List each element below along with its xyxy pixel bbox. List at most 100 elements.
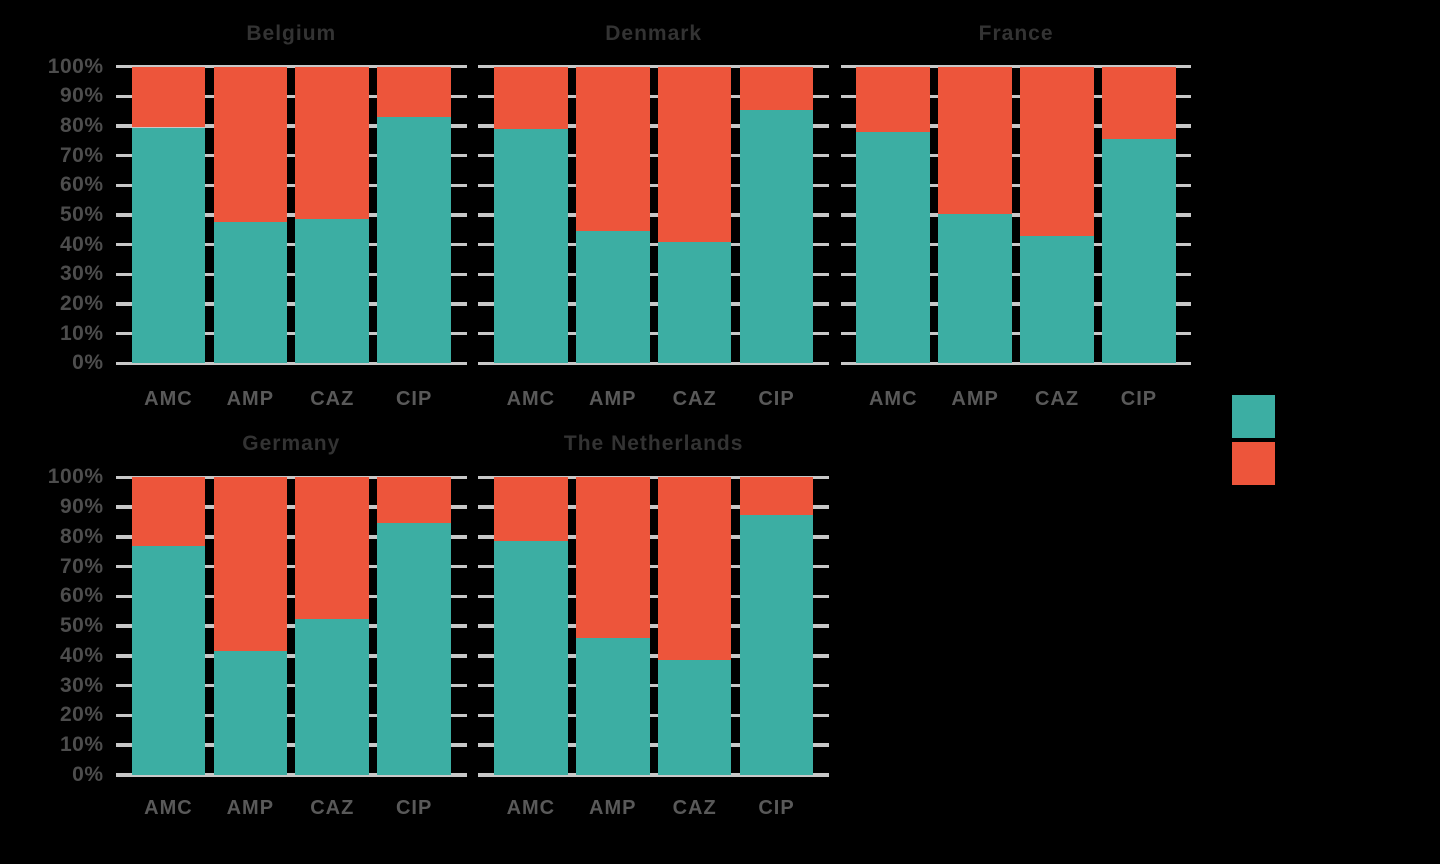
x-axis-tick-label-amp: AMP xyxy=(951,387,999,410)
bar-segment-bottom xyxy=(938,213,1012,364)
bar-segment-bottom xyxy=(657,241,732,364)
gridline-20pct xyxy=(116,302,467,306)
bar-segment-bottom xyxy=(856,131,931,364)
y-axis-tick-label: 40% xyxy=(59,232,104,256)
bar-segment-top xyxy=(295,477,370,619)
facet-panel-the-netherlands: The Netherlands AMC AMP CAZ CIP xyxy=(478,432,829,819)
gridline-40pct xyxy=(478,242,829,247)
y-axis-tick-label: 20% xyxy=(59,291,104,315)
gridline-100pct xyxy=(116,475,467,480)
gridline-90pct xyxy=(116,94,467,99)
gridline-70pct xyxy=(478,564,829,569)
bar-segment-bottom xyxy=(739,514,814,775)
stacked-bar-amp xyxy=(213,477,288,775)
x-axis-tick-label-caz: CAZ xyxy=(672,387,717,410)
y-axis-tick-label: 10% xyxy=(59,321,104,345)
y-axis-tick-label: 0% xyxy=(72,762,104,786)
bar-segment-top xyxy=(295,66,370,220)
bar-segment-bottom xyxy=(213,651,288,775)
y-axis-tick-label: 30% xyxy=(59,673,104,697)
stacked-bar-caz xyxy=(295,66,370,364)
x-axis-tick-label-amc: AMC xyxy=(144,797,193,820)
y-axis-tick-label: 70% xyxy=(59,554,104,578)
x-axis-tick-label-amc: AMC xyxy=(506,387,556,410)
y-axis-tick-label: 0% xyxy=(72,351,104,375)
gridline-50pct xyxy=(116,213,467,217)
y-axis-tick-label: 90% xyxy=(59,495,104,519)
y-axis-tick-label: 100% xyxy=(47,54,104,78)
gridline-80pct xyxy=(116,535,467,539)
panel-title: Germany xyxy=(242,432,341,456)
stacked-bar-caz xyxy=(657,477,732,775)
x-axis-tick-label-cip: CIP xyxy=(395,797,433,820)
bar-segment-top xyxy=(213,477,288,652)
gridline-30pct xyxy=(116,683,467,688)
stacked-bar-amp xyxy=(213,66,288,364)
gridline-70pct xyxy=(116,564,467,569)
x-axis-tick-label-caz: CAZ xyxy=(310,387,355,410)
bar-segment-bottom xyxy=(295,219,370,364)
gridline-80pct xyxy=(478,535,829,539)
gridline-80pct xyxy=(116,124,467,128)
stacked-bar-cip xyxy=(1102,66,1176,364)
panel-title: The Netherlands xyxy=(563,432,744,456)
legend xyxy=(1232,395,1275,489)
gridline-40pct xyxy=(478,654,829,658)
y-axis-tick-label: 80% xyxy=(59,524,104,548)
bar-segment-top xyxy=(1020,66,1094,236)
bar-segment-bottom xyxy=(493,128,568,364)
x-axis-tick-label-caz: CAZ xyxy=(1034,387,1080,410)
stacked-bar-cip xyxy=(739,66,814,364)
gridline-100pct xyxy=(478,64,829,69)
bar-segment-bottom xyxy=(739,109,814,364)
bar-segment-top xyxy=(493,66,568,129)
gridline-70pct xyxy=(478,153,829,158)
panel-title: France xyxy=(978,21,1054,45)
gridline-70pct xyxy=(840,153,1192,158)
stacked-bar-caz xyxy=(657,66,732,364)
x-axis-tick-label-amp: AMP xyxy=(589,387,637,410)
stacked-bar-cip xyxy=(377,477,451,775)
bar-segment-top xyxy=(938,66,1012,214)
stacked-bar-amp xyxy=(575,66,650,364)
gridline-50pct xyxy=(478,624,829,628)
gridline-50pct xyxy=(840,213,1192,217)
x-axis-tick-label-cip: CIP xyxy=(758,387,795,410)
gridline-10pct xyxy=(116,331,467,336)
bar-segment-top xyxy=(377,66,451,118)
x-axis-tick-label-amc: AMC xyxy=(144,387,193,410)
bar-segment-top xyxy=(657,477,732,661)
gridline-30pct xyxy=(478,272,829,277)
legend-swatch-teal xyxy=(1232,395,1275,438)
bar-segment-top xyxy=(657,66,732,242)
gridline-80pct xyxy=(840,124,1192,128)
gridline-0pct xyxy=(478,773,829,777)
bar-segment-top xyxy=(739,66,814,110)
bar-segment-bottom xyxy=(493,541,568,775)
gridline-60pct xyxy=(116,594,467,599)
gridline-20pct xyxy=(478,302,829,306)
x-axis-tick-label-cip: CIP xyxy=(758,797,795,820)
stacked-bar-caz xyxy=(295,477,370,775)
panel-title: Denmark xyxy=(605,21,703,45)
gridline-50pct xyxy=(116,624,467,628)
gridline-60pct xyxy=(478,183,829,188)
gridline-0pct xyxy=(478,361,829,366)
bar-segment-top xyxy=(856,66,931,132)
bar-segment-top xyxy=(739,477,814,515)
stacked-bar-cip xyxy=(739,477,814,775)
gridline-50pct xyxy=(478,213,829,217)
x-axis-tick-label-amp: AMP xyxy=(589,797,637,820)
gridline-0pct xyxy=(840,361,1192,366)
x-axis-tick-label-cip: CIP xyxy=(1120,387,1158,410)
x-axis-tick-label-cip: CIP xyxy=(395,387,433,410)
stacked-bar-cip xyxy=(377,66,451,364)
bar-segment-bottom xyxy=(575,231,650,364)
stacked-bar-amc xyxy=(493,66,568,364)
bar-segment-top xyxy=(575,477,650,639)
gridline-10pct xyxy=(478,743,829,747)
stacked-bar-amc xyxy=(493,477,568,775)
stacked-bar-caz xyxy=(1020,66,1094,364)
gridline-40pct xyxy=(116,242,467,247)
